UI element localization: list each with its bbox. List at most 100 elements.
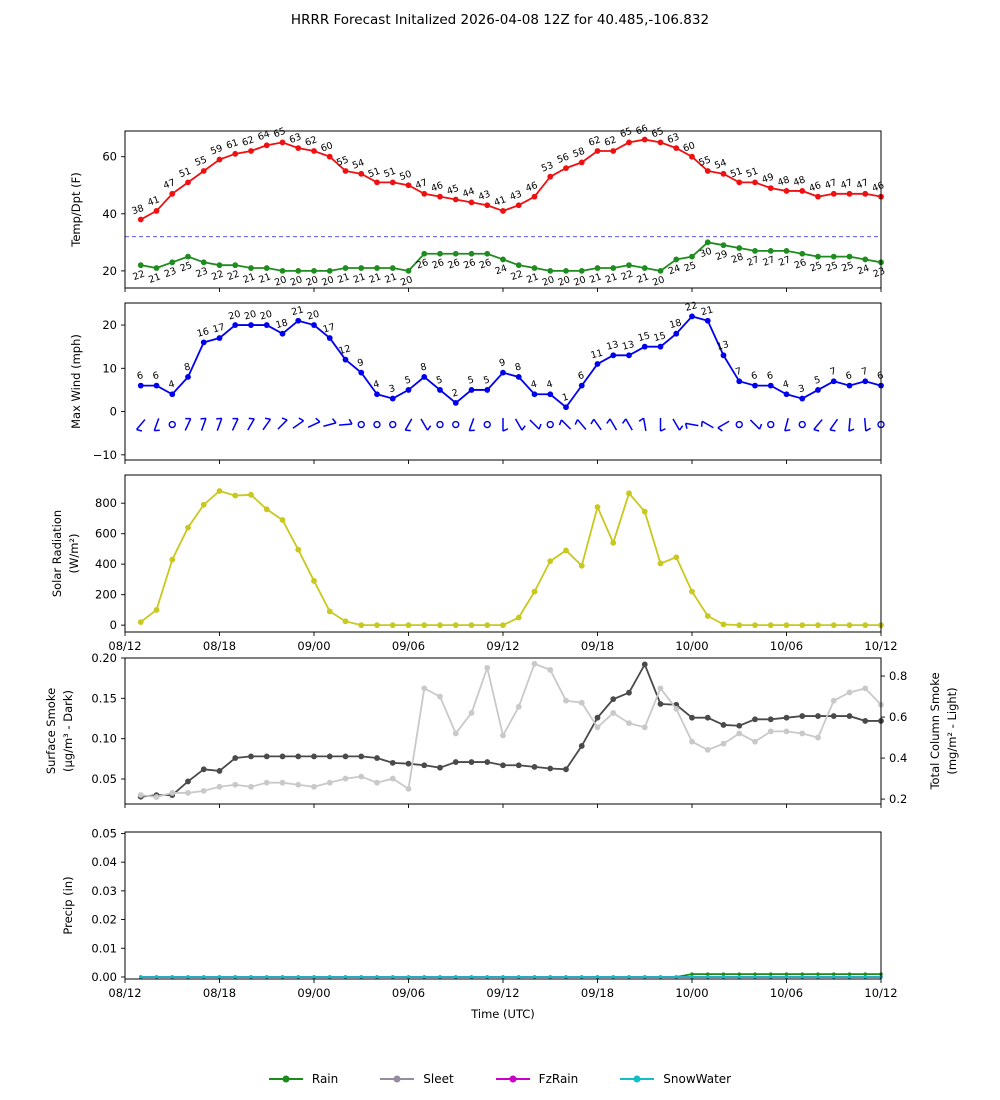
x-tick-label: 09/18 <box>581 986 614 1000</box>
surface_smoke-marker <box>846 713 853 719</box>
dewpoint-marker <box>815 253 821 260</box>
max_wind-value-label: 3 <box>388 383 397 395</box>
max_wind-value-label: 4 <box>545 379 554 391</box>
dewpoint-marker <box>673 256 680 263</box>
x-axis-label: Time (UTC) <box>470 1007 535 1021</box>
temperature-marker <box>311 148 317 154</box>
temperature-marker <box>468 199 475 206</box>
dewpoint-marker <box>169 259 176 266</box>
snowwater-marker <box>328 975 332 979</box>
dewpoint-value-label: 20 <box>541 274 556 288</box>
dewpoint-marker <box>216 262 223 269</box>
rain-marker <box>706 972 710 976</box>
dewpoint-value-label: 21 <box>604 271 619 285</box>
max_wind-marker <box>704 317 711 324</box>
y-tick-label: 0.00 <box>91 970 117 984</box>
snowwater-marker <box>532 975 537 979</box>
temperature-marker <box>421 190 428 197</box>
dewpoint-marker <box>594 265 601 271</box>
wind-barb-icon <box>216 418 223 431</box>
x-tick-label: 10/12 <box>864 986 897 1000</box>
wind-barb-icon <box>813 419 823 430</box>
dewpoint-marker <box>389 265 396 271</box>
dewpoint-marker <box>720 242 727 249</box>
dewpoint-value-label: 21 <box>242 271 257 285</box>
solar_radiation-marker <box>437 622 443 629</box>
total_column_smoke-marker <box>515 703 522 710</box>
legend: Rain Sleet FzRain SnowWater <box>0 1072 1000 1086</box>
temperature-marker <box>515 202 522 209</box>
temperature-marker <box>263 142 270 149</box>
max_wind-value-label: 9 <box>356 357 365 369</box>
temperature-marker <box>295 145 302 152</box>
surface_smoke-marker <box>515 762 522 769</box>
snowwater-marker <box>139 975 143 979</box>
snowwater-marker <box>564 975 568 979</box>
dewpoint-value-label: 22 <box>131 269 146 283</box>
surface_smoke-marker <box>563 766 569 773</box>
temperature-value-label: 43 <box>508 189 523 203</box>
dewpoint-marker <box>311 267 317 274</box>
y-tick-label-right: 0.8 <box>889 669 907 683</box>
max_wind-marker <box>342 356 349 363</box>
surface_smoke-marker <box>641 661 648 668</box>
total_column_smoke-marker <box>342 775 349 782</box>
x-tick-label: 10/06 <box>770 986 803 1000</box>
temperature-marker <box>704 168 711 174</box>
max_wind-marker <box>468 387 475 393</box>
x-tick-label: 08/18 <box>203 639 236 653</box>
legend-label-fzrain: FzRain <box>538 1072 579 1086</box>
max_wind-marker <box>515 374 522 380</box>
smoke-ylabel: Surface Smoke <box>44 688 58 774</box>
temperature-value-label: 65 <box>619 126 634 140</box>
dewpoint-marker <box>704 239 711 246</box>
temperature-value-label: 46 <box>524 180 539 194</box>
temperature-marker <box>641 136 648 143</box>
dewpoint-value-label: 20 <box>651 274 666 288</box>
x-tick-label: 08/12 <box>108 986 141 1000</box>
wind-barb-calm-icon <box>168 420 176 429</box>
temperature-marker <box>563 165 569 172</box>
rain-marker <box>690 972 694 976</box>
snowwater-marker <box>249 975 253 979</box>
solar_radiation-marker <box>657 560 664 567</box>
snowwater-marker <box>721 975 726 979</box>
temperature-value-label: 51 <box>367 166 382 180</box>
dewpoint-value-label: 22 <box>620 269 635 283</box>
max_wind-value-label: 4 <box>167 379 176 391</box>
max_wind-marker <box>563 404 569 411</box>
temperature-marker <box>657 139 664 146</box>
dewpoint-value-label: 20 <box>289 274 304 288</box>
wind-barb-icon <box>717 420 730 429</box>
solar_radiation-marker <box>389 622 396 629</box>
max_wind-marker <box>657 343 664 350</box>
total_column_smoke-marker <box>374 779 380 786</box>
solar_radiation-marker <box>374 622 380 629</box>
max_wind-marker <box>830 378 837 385</box>
snowwater-marker <box>170 975 174 979</box>
y-tick-label-right: 0.2 <box>889 792 907 806</box>
dewpoint-marker <box>563 267 569 274</box>
max_wind-value-label: 9 <box>498 357 507 369</box>
max_wind-marker <box>610 352 617 359</box>
surface_smoke-marker <box>437 764 443 771</box>
max_wind-marker <box>626 352 632 359</box>
y-tick-label: 40 <box>102 207 117 221</box>
dewpoint-marker <box>783 247 790 254</box>
temperature-marker <box>326 153 333 160</box>
rain-marker <box>800 972 804 976</box>
temperature-value-label: 54 <box>713 157 728 171</box>
temperature-value-label: 63 <box>288 132 303 146</box>
max_wind-marker <box>326 335 333 341</box>
max_wind-value-label: 6 <box>766 370 775 382</box>
max_wind-value-label: 5 <box>813 374 822 386</box>
temperature-value-label: 62 <box>304 134 319 148</box>
snowwater-marker <box>454 975 458 979</box>
y-tick-label: 0.20 <box>91 651 117 665</box>
temperature-value-label: 46 <box>430 180 445 194</box>
temperature-value-label: 41 <box>146 194 161 208</box>
snowwater-marker <box>154 975 159 979</box>
max_wind-value-label: 6 <box>577 370 586 382</box>
wind-barb-icon <box>701 420 714 429</box>
total_column_smoke-marker <box>626 720 632 727</box>
